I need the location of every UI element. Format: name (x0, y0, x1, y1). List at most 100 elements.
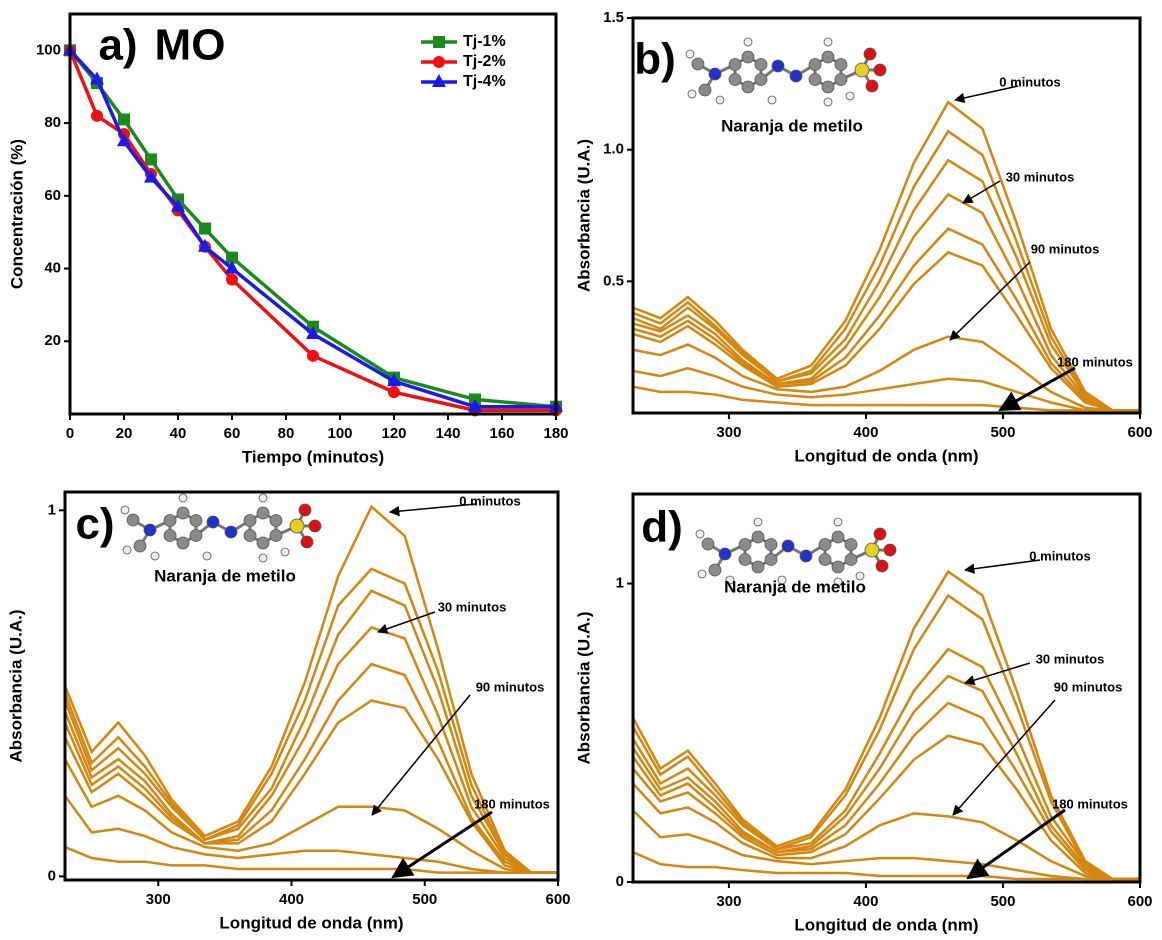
x-tick-label: 500 (412, 891, 437, 908)
molecule-label: Naranja de metilo (724, 577, 866, 596)
molecule-icon (696, 518, 896, 586)
x-tick-label: 20 (116, 425, 133, 442)
atom (177, 507, 189, 519)
x-tick-label: 160 (489, 425, 514, 442)
y-tick-label: 1 (48, 501, 56, 518)
x-tick-label: 140 (435, 425, 460, 442)
atom (755, 74, 767, 86)
y-tick-label: 1.0 (603, 141, 624, 158)
molecule-icon (121, 494, 321, 562)
atom (835, 59, 847, 71)
legend-label: Tj-4% (463, 73, 506, 90)
atom (190, 530, 202, 542)
atom (754, 518, 762, 526)
atom (846, 92, 854, 100)
marker (307, 350, 319, 362)
atom (742, 81, 754, 93)
atom (164, 530, 176, 542)
y-tick-label: 60 (44, 187, 61, 204)
x-tick-label: 0 (66, 425, 74, 442)
panel-label: a) (98, 21, 137, 70)
atom (270, 515, 282, 527)
atom (259, 494, 267, 502)
y-tick-label: 100 (36, 41, 61, 58)
x-axis-label: Longitud de onda (nm) (794, 446, 978, 465)
atom (225, 526, 237, 538)
annotation-arrow (955, 86, 1018, 100)
marker (199, 223, 211, 235)
annotation-arrow (965, 560, 1040, 570)
panel-label: b) (634, 35, 676, 84)
atom (127, 514, 139, 526)
atom (884, 544, 896, 556)
atom (739, 554, 751, 566)
molecule-icon (686, 38, 886, 106)
atom (865, 543, 879, 557)
atom (699, 84, 711, 96)
series-line (65, 591, 558, 873)
annotation: 0 minutos (459, 493, 520, 508)
atom (755, 59, 767, 71)
x-tick-label: 100 (327, 425, 352, 442)
annotation-arrow (393, 812, 492, 877)
atom (299, 504, 311, 516)
annotation-arrow (965, 663, 1030, 683)
x-tick-label: 600 (1127, 424, 1152, 441)
figure: 02040608010012014016018020406080100Tiemp… (0, 0, 1162, 940)
atom (244, 515, 256, 527)
atom (790, 70, 802, 82)
annotation: 30 minutos (438, 599, 507, 614)
x-tick-label: 500 (990, 893, 1015, 910)
x-axis-label: Tiempo (minutos) (242, 447, 384, 466)
x-tick-label: 500 (990, 424, 1015, 441)
marker (118, 113, 130, 125)
atom (698, 570, 706, 578)
x-tick-label: 600 (545, 891, 570, 908)
atom (151, 552, 159, 560)
x-tick-label: 600 (1127, 893, 1152, 910)
atom (688, 90, 696, 98)
annotation: 30 minutos (1006, 169, 1075, 184)
y-axis-label: Absorbancia (U.A.) (574, 139, 593, 292)
atom (824, 98, 832, 106)
atom (716, 96, 724, 104)
legend-marker (433, 56, 445, 68)
atom (866, 80, 878, 92)
atom (702, 538, 714, 550)
x-tick-label: 400 (853, 424, 878, 441)
x-tick-label: 400 (853, 893, 878, 910)
atom (144, 524, 156, 536)
annotation-arrow (378, 612, 435, 632)
x-tick-label: 80 (278, 425, 295, 442)
y-tick-label: 20 (44, 332, 61, 349)
annotation: 0 minutos (1029, 548, 1090, 563)
atom (244, 530, 256, 542)
panel-label: d) (641, 503, 683, 552)
atom (822, 51, 834, 63)
atom (739, 539, 751, 551)
atom (123, 546, 131, 554)
atom (709, 68, 721, 80)
atom (845, 539, 857, 551)
atom (729, 74, 741, 86)
atom (819, 554, 831, 566)
y-tick-label: 1.5 (603, 9, 624, 26)
atom (809, 74, 821, 86)
atom (874, 528, 886, 540)
annotation: 90 minutos (1031, 241, 1100, 256)
series-line (65, 701, 558, 873)
atom (768, 96, 776, 104)
atom (729, 59, 741, 71)
atom (190, 515, 202, 527)
annotation: 180 minutos (474, 796, 550, 811)
annotation: 90 minutos (476, 679, 545, 694)
page: 02040608010012014016018020406080100Tiemp… (0, 0, 1162, 940)
atom (270, 530, 282, 542)
y-tick-label: 80 (44, 114, 61, 131)
atom (800, 550, 812, 562)
annotation: 180 minutos (1052, 796, 1128, 811)
y-tick-label: 0.5 (603, 272, 624, 289)
legend-label: Tj-1% (463, 33, 506, 50)
panel-label: c) (75, 500, 114, 549)
atom (772, 60, 784, 72)
